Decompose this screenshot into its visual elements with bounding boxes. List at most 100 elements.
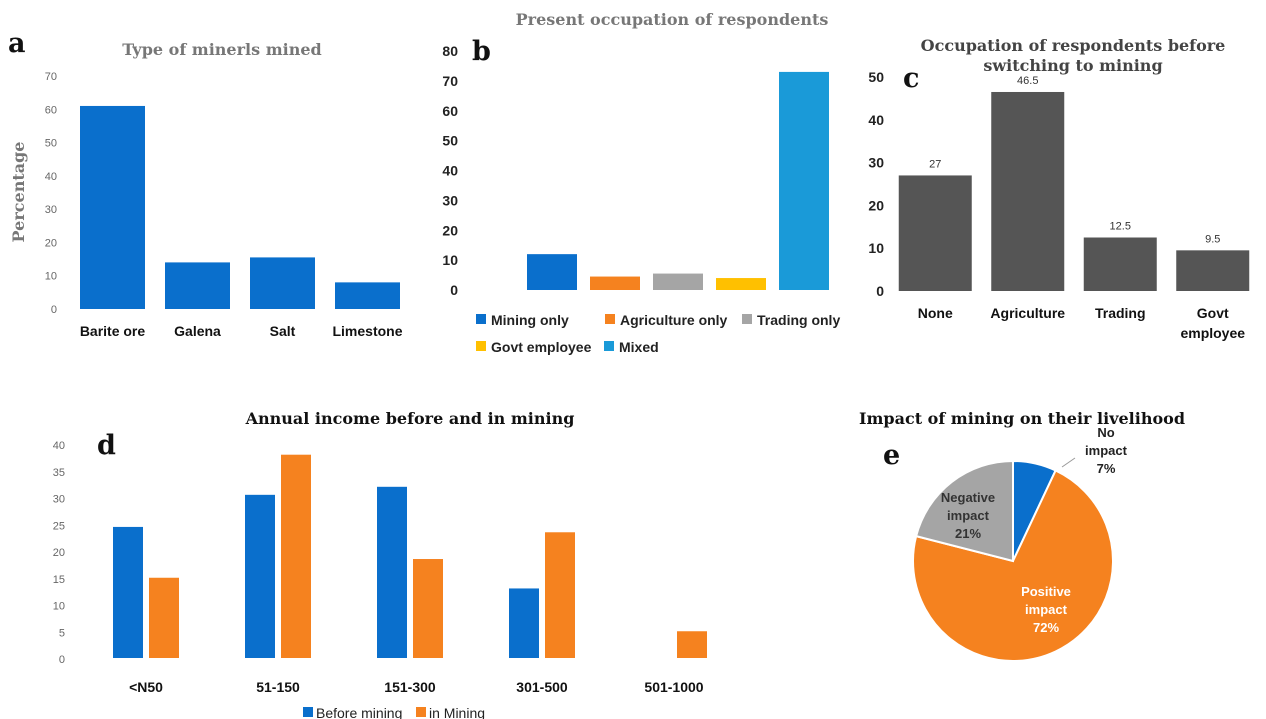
- chart-e-slice-label: impact: [947, 508, 990, 523]
- chart-e-slice-label: 7%: [1097, 461, 1116, 476]
- chart-d-bar: [677, 631, 707, 658]
- chart-a-ytick: 0: [51, 304, 57, 316]
- chart-b-legend-swatch: [476, 314, 486, 324]
- chart-b-ytick: 40: [442, 163, 458, 179]
- chart-d-bar: [149, 577, 179, 658]
- chart-b-legend-label: Mixed: [619, 339, 659, 355]
- chart-c-ytick: 0: [876, 283, 884, 299]
- chart-b-legend-swatch: [476, 341, 486, 351]
- chart-d-bar: [545, 532, 575, 658]
- chart-b-ytick: 50: [442, 133, 458, 149]
- chart-d-ytick: 35: [53, 467, 65, 479]
- chart-a-ylabel: Percentage: [9, 142, 28, 243]
- chart-a-ytick: 20: [45, 237, 57, 249]
- chart-b-ytick: 20: [442, 222, 458, 238]
- chart-c-ytick: 30: [868, 155, 884, 171]
- chart-b-bar: [527, 254, 577, 290]
- chart-b-legend-label: Agriculture only: [620, 312, 728, 328]
- chart-a-title: Type of minerls mined: [122, 40, 321, 59]
- chart-c-title: switching to mining: [983, 56, 1162, 75]
- chart-d-category-label: 151-300: [384, 679, 436, 695]
- chart-b-bar: [716, 278, 766, 290]
- chart-e-slice: [914, 459, 1014, 563]
- chart-e-slice-label: Negative: [941, 490, 995, 505]
- chart-d-ytick: 10: [53, 601, 65, 613]
- chart-c-bar: [991, 91, 1065, 291]
- chart-b-bar: [590, 276, 640, 290]
- chart-d-bar: [113, 526, 143, 658]
- chart-b-title: Present occupation of respondents: [516, 10, 829, 29]
- chart-b-ytick: 30: [442, 192, 458, 208]
- chart-a-ytick: 30: [45, 204, 57, 216]
- chart-c: Occupation of respondents beforeswitchin…: [868, 36, 1250, 341]
- chart-a-category-label: Galena: [174, 323, 221, 339]
- chart-c-data-label: 27: [929, 158, 941, 170]
- chart-d-ytick: 40: [53, 440, 65, 452]
- chart-b-legend-label: Trading only: [757, 312, 840, 328]
- chart-b-ytick: 70: [442, 73, 458, 89]
- chart-c-data-label: 9.5: [1205, 233, 1220, 245]
- chart-c-data-label: 12.5: [1110, 221, 1131, 233]
- chart-a-category-label: Salt: [270, 323, 296, 339]
- chart-b-ytick: 80: [442, 43, 458, 59]
- chart-d-bar: [509, 588, 539, 658]
- chart-a-ytick: 60: [45, 104, 57, 116]
- panel-letter-c: c: [903, 63, 919, 94]
- chart-d-category-label: 501-1000: [644, 679, 703, 695]
- chart-b-legend-swatch: [742, 314, 752, 324]
- chart-b-legend-swatch: [604, 341, 614, 351]
- chart-c-category-label: Govt: [1197, 305, 1229, 321]
- chart-a-ytick: 70: [45, 71, 57, 83]
- chart-c-bar: [1083, 237, 1157, 291]
- chart-d-legend-swatch: [416, 707, 426, 717]
- chart-b: Present occupation of respondents 0 10 20 30…: [442, 10, 840, 355]
- chart-d-ytick: 20: [53, 547, 65, 559]
- chart-d-category-label: 301-500: [516, 679, 568, 695]
- chart-d-bar: [413, 559, 443, 658]
- panel-letter-a: a: [8, 28, 26, 59]
- chart-d: Annual income before and in mining 0 5 10 15…: [53, 409, 707, 719]
- chart-e-leader-line: [1061, 457, 1076, 468]
- chart-a-bar: [165, 262, 230, 309]
- chart-c-title: Occupation of respondents before: [921, 36, 1226, 55]
- chart-d-bar: [377, 486, 407, 658]
- chart-d-bar: [281, 454, 311, 658]
- chart-c-category-label: Trading: [1095, 305, 1146, 321]
- chart-c-category-label: Agriculture: [990, 305, 1065, 321]
- chart-d-legend-swatch: [303, 707, 313, 717]
- chart-c-category-label: employee: [1180, 325, 1245, 341]
- chart-d-title: Annual income before and in mining: [245, 409, 575, 428]
- chart-a-ytick: 40: [45, 171, 57, 183]
- chart-a: Type of minerls mined Percentage 0 10 20 30 40…: [9, 40, 403, 339]
- chart-e-slice-label: impact: [1085, 443, 1128, 458]
- chart-c-ytick: 20: [868, 197, 884, 213]
- chart-d-bar: [245, 494, 275, 658]
- chart-a-category-label: Limestone: [332, 323, 402, 339]
- chart-c-bar: [1176, 250, 1250, 291]
- chart-d-ytick: 15: [53, 574, 65, 586]
- chart-b-ytick: 10: [442, 252, 458, 268]
- chart-a-bar: [80, 105, 145, 309]
- chart-c-ytick: 10: [868, 240, 884, 256]
- chart-a-ytick: 10: [45, 271, 57, 283]
- chart-e-slice-label: 21%: [955, 526, 981, 541]
- chart-b-bar: [779, 71, 829, 290]
- panel-letter-b: b: [472, 36, 491, 67]
- chart-e-slice-label: 72%: [1033, 620, 1059, 635]
- chart-e-title: Impact of mining on their livelihood: [859, 409, 1185, 428]
- chart-d-ytick: 25: [53, 520, 65, 532]
- chart-c-ytick: 40: [868, 112, 884, 128]
- panel-letter-d: d: [97, 430, 116, 461]
- chart-e-slice: [912, 469, 1114, 662]
- chart-c-category-label: None: [918, 305, 953, 321]
- chart-a-bar: [335, 282, 400, 309]
- chart-b-ytick: 60: [442, 103, 458, 119]
- chart-a-bar: [250, 257, 315, 309]
- chart-d-category-label: 51-150: [256, 679, 300, 695]
- chart-a-category-label: Barite ore: [80, 323, 146, 339]
- chart-b-ytick: 0: [450, 282, 458, 298]
- chart-e-slice-label: Positive: [1021, 584, 1071, 599]
- chart-c-ytick: 50: [868, 69, 884, 85]
